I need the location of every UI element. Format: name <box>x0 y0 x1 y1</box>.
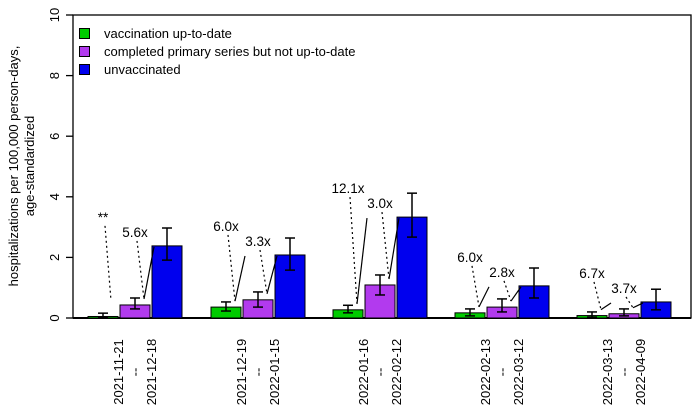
ratio-annotation-label: 6.0x <box>457 250 483 265</box>
annotation-bracket <box>600 302 612 311</box>
x-tick-label-group-2-line-1: -- <box>373 368 388 377</box>
annotation-leader-dotted <box>349 197 358 304</box>
x-tick-label-group-4-line-1: -- <box>617 368 632 377</box>
legend-label-primary-series: completed primary series but not up-to-d… <box>104 44 356 59</box>
y-axis-title-line1: hospitalizations per 100,000 person-days… <box>6 45 21 287</box>
annotation-leader-dotted <box>136 240 145 300</box>
x-tick-label-group-0-line-2: 2021-12-18 <box>144 339 159 406</box>
annotation-leader-dotted <box>259 249 268 294</box>
ratio-annotation-label: 3.3x <box>245 234 271 249</box>
ratio-annotation-label: ** <box>98 210 109 225</box>
y-tick-label: 8 <box>47 72 62 79</box>
legend-label-unvaccinated: unvaccinated <box>104 62 181 77</box>
annotation-leader-dotted <box>503 280 512 302</box>
x-tick-label-group-1-line-2: 2022-01-15 <box>267 339 282 406</box>
annotation-leader-dotted <box>381 212 390 280</box>
x-tick-label-group-3-line-1: -- <box>495 368 510 377</box>
y-tick-label: 10 <box>47 8 62 22</box>
y-tick-label: 4 <box>47 193 62 200</box>
annotation-leader-dotted <box>625 296 634 309</box>
x-tick-label-group-1-line-0: 2021-12-19 <box>234 339 249 406</box>
annotation-bracket <box>510 286 522 302</box>
x-tick-label-group-3-line-0: 2022-02-13 <box>478 339 493 406</box>
ratio-annotation-label: 6.7x <box>579 266 605 281</box>
annotation-bracket <box>356 218 368 304</box>
annotation-bracket <box>478 286 490 308</box>
y-tick-label: 6 <box>47 133 62 140</box>
ratio-annotation-label: 3.0x <box>367 196 393 211</box>
x-tick-label-group-2-line-2: 2022-02-12 <box>389 339 404 406</box>
ratio-annotation-label: 6.0x <box>213 219 239 234</box>
annotation-leader-dotted <box>593 281 602 310</box>
annotation-bracket <box>143 246 155 300</box>
x-tick-label-group-4-line-2: 2022-04-09 <box>633 339 648 406</box>
x-tick-label-group-2-line-0: 2022-01-16 <box>356 339 371 406</box>
ratio-annotation-label: 12.1x <box>331 181 364 196</box>
legend-swatch-up-to-date <box>79 28 90 39</box>
ratio-annotation-label: 5.6x <box>122 225 148 240</box>
x-tick-label-group-4-line-0: 2022-03-13 <box>600 339 615 406</box>
legend-swatch-primary-series <box>79 46 90 57</box>
x-tick-label-group-1-line-1: -- <box>251 368 266 377</box>
legend: vaccination up-to-date completed primary… <box>79 26 356 82</box>
y-tick-label: 2 <box>47 254 62 261</box>
annotation-bracket <box>266 255 278 294</box>
annotation-leader-dotted <box>471 265 480 307</box>
y-axis-title: hospitalizations per 100,000 person-days… <box>6 6 38 326</box>
annotation-leader-dotted <box>227 234 236 302</box>
annotation-bracket <box>388 218 400 280</box>
legend-item-up-to-date: vaccination up-to-date <box>79 26 355 41</box>
ratio-annotation-label: 3.7x <box>611 281 637 296</box>
legend-swatch-unvaccinated <box>79 64 90 75</box>
annotation-bracket <box>234 255 246 302</box>
annotation-bracket <box>632 302 644 309</box>
x-tick-label-group-0-line-0: 2021-11-21 <box>111 339 126 405</box>
annotation-leader-dotted <box>104 225 112 301</box>
x-tick-label-group-0-line-1: -- <box>128 368 143 377</box>
legend-label-up-to-date: vaccination up-to-date <box>104 26 232 41</box>
legend-item-primary-series: completed primary series but not up-to-d… <box>79 44 356 59</box>
y-axis-title-line2: age-standardized <box>22 115 37 217</box>
ratio-annotation-label: 2.8x <box>489 265 515 280</box>
y-tick-label: 0 <box>47 314 62 321</box>
legend-item-unvaccinated: unvaccinated <box>79 62 355 77</box>
x-tick-label-group-3-line-2: 2022-03-12 <box>511 339 526 406</box>
